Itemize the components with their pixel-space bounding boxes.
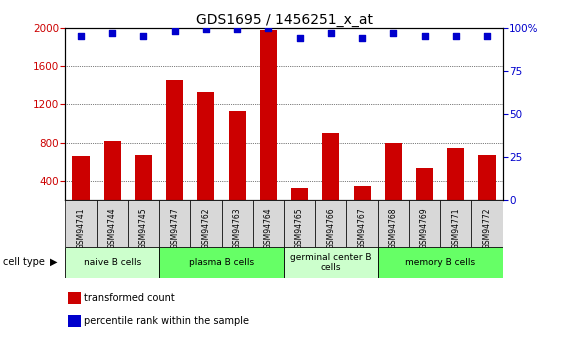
Bar — [72, 156, 90, 219]
Text: GSM94745: GSM94745 — [139, 207, 148, 249]
Bar — [416, 168, 433, 219]
Bar — [353, 186, 371, 219]
Text: GSM94763: GSM94763 — [233, 207, 241, 249]
Text: percentile rank within the sample: percentile rank within the sample — [84, 316, 249, 326]
Text: GSM94771: GSM94771 — [452, 207, 460, 249]
Bar — [440, 200, 471, 247]
Point — [76, 33, 86, 39]
Text: naive B cells: naive B cells — [83, 258, 141, 267]
Point — [295, 35, 304, 41]
Point — [233, 27, 242, 32]
Bar — [166, 80, 183, 219]
Bar — [190, 200, 222, 247]
Text: cell type: cell type — [3, 257, 45, 267]
Text: GSM94764: GSM94764 — [264, 207, 273, 249]
Text: transformed count: transformed count — [84, 294, 175, 303]
Bar — [385, 142, 402, 219]
Text: GSM94769: GSM94769 — [420, 207, 429, 249]
Text: germinal center B
cells: germinal center B cells — [290, 253, 371, 272]
Bar — [65, 247, 159, 278]
Text: GSM94762: GSM94762 — [202, 207, 210, 249]
Text: GSM94744: GSM94744 — [108, 207, 116, 249]
Text: GSM94768: GSM94768 — [389, 207, 398, 249]
Bar — [103, 141, 121, 219]
Point — [264, 25, 273, 30]
Bar — [346, 200, 378, 247]
Title: GDS1695 / 1456251_x_at: GDS1695 / 1456251_x_at — [195, 12, 373, 27]
Point — [420, 33, 429, 39]
Point — [451, 33, 460, 39]
Bar — [159, 247, 284, 278]
Bar — [128, 200, 159, 247]
Point — [202, 27, 211, 32]
Bar — [284, 247, 378, 278]
Text: ▶: ▶ — [50, 257, 57, 267]
Bar — [409, 200, 440, 247]
Point — [389, 30, 398, 36]
Bar — [378, 247, 503, 278]
Text: GSM94772: GSM94772 — [483, 207, 491, 249]
Bar — [97, 200, 128, 247]
Point — [326, 30, 335, 36]
Bar — [447, 148, 465, 219]
Bar — [284, 200, 315, 247]
Bar — [471, 200, 503, 247]
Text: GSM94766: GSM94766 — [327, 207, 335, 249]
Bar — [322, 133, 340, 219]
Bar — [222, 200, 253, 247]
Bar — [197, 92, 215, 219]
Bar — [378, 200, 409, 247]
Point — [139, 33, 148, 39]
Bar — [253, 200, 284, 247]
Bar — [135, 155, 152, 219]
Text: GSM94767: GSM94767 — [358, 207, 366, 249]
Bar — [159, 200, 190, 247]
Bar — [315, 200, 346, 247]
Text: memory B cells: memory B cells — [405, 258, 475, 267]
Point — [170, 28, 179, 34]
Point — [108, 30, 117, 36]
Bar — [478, 155, 496, 219]
Bar — [260, 30, 277, 219]
Text: plasma B cells: plasma B cells — [189, 258, 254, 267]
Point — [483, 33, 492, 39]
Bar — [291, 188, 308, 219]
Text: GSM94741: GSM94741 — [77, 207, 85, 249]
Text: GSM94765: GSM94765 — [295, 207, 304, 249]
Bar — [65, 200, 97, 247]
Text: GSM94747: GSM94747 — [170, 207, 179, 249]
Point — [358, 35, 367, 41]
Bar — [228, 111, 246, 219]
